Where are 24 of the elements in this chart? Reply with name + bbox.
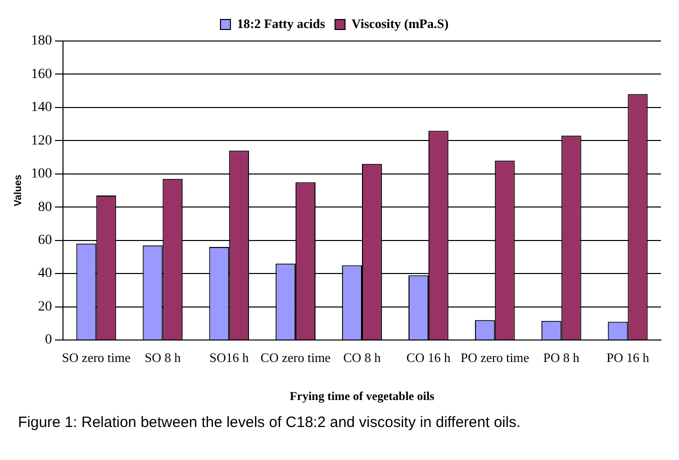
y-tick-label: 140 [31,100,52,116]
x-axis-title: Frying time of vegetable oils [290,388,435,403]
y-tick-label: 180 [31,34,52,49]
x-tick-label: PO 16 h [606,350,650,366]
x-tick-label: SO zero time [62,350,131,366]
x-tick-label: SO 8 h [144,350,182,366]
y-tick-label: 0 [45,332,52,348]
y-tick-label: 40 [38,266,52,282]
y-tick-label: 120 [31,133,52,148]
x-tick-label: SO16 h [209,350,250,366]
x-tick-label: CO 16 h [406,350,451,366]
caption: Figure 1: Relation between the levels of C18:2 and viscosity in different oils. [17,413,522,433]
y-axis-title: Values [12,174,24,206]
y-tick-label: 160 [31,66,52,82]
y-tick-label: 20 [38,299,52,314]
y-tick-label: 80 [38,200,52,215]
legend-label: 18:2 Fatty acids [236,16,326,31]
legend-label: Viscosity (mPa.S) [352,16,449,31]
y-tick-label: 100 [31,166,52,182]
x-tick-label: CO 8 h [343,350,382,366]
y-tick-label: 60 [38,233,52,248]
x-tick-label: CO zero time [260,350,331,366]
x-tick-label: PO 8 h [543,350,580,366]
x-tick-label: PO zero time [460,350,530,366]
